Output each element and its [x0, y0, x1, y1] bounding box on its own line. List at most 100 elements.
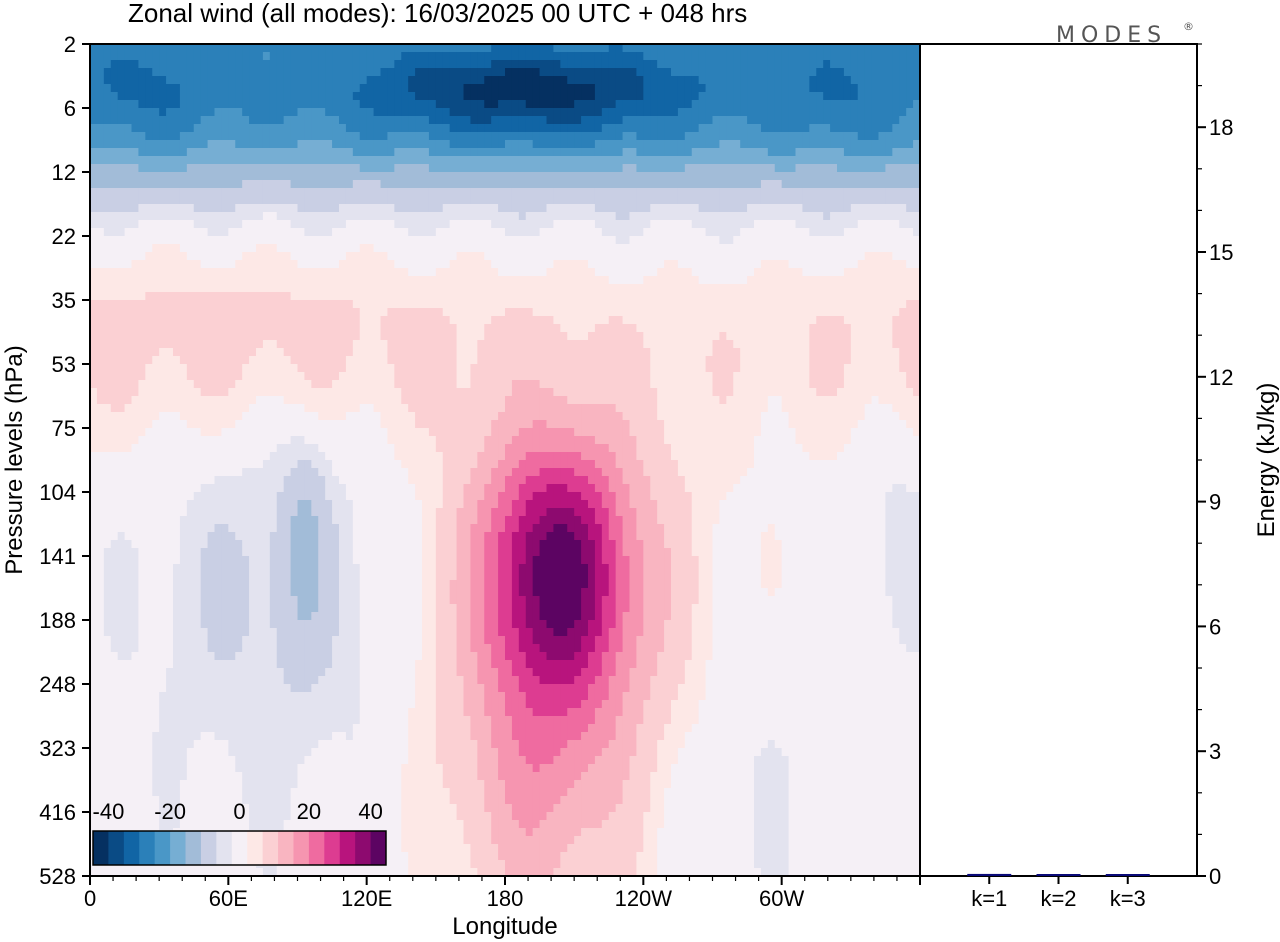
field-cell — [96, 156, 105, 165]
field-cell — [698, 172, 707, 181]
field-cell — [864, 260, 873, 269]
field-cell — [539, 364, 548, 373]
field-cell — [124, 92, 133, 101]
field-cell — [774, 364, 783, 373]
field-cell — [456, 228, 465, 237]
field-cell — [622, 316, 631, 325]
field-cell — [525, 348, 534, 357]
field-cell — [601, 52, 610, 61]
field-cell — [588, 292, 596, 301]
field-cell — [311, 68, 319, 77]
field-cell — [816, 76, 824, 85]
field-cell — [657, 244, 665, 253]
field-cell — [505, 196, 513, 205]
field-cell — [913, 76, 920, 85]
field-cell — [823, 348, 831, 357]
field-cell — [484, 108, 492, 117]
field-cell — [664, 236, 672, 245]
field-cell — [671, 332, 679, 341]
field-cell — [96, 244, 105, 253]
field-cell — [415, 324, 423, 333]
field-cell — [262, 68, 271, 77]
field-cell — [636, 324, 644, 333]
field-cell — [152, 140, 160, 149]
field-cell — [712, 276, 721, 285]
field-cell — [131, 220, 140, 229]
field-cell — [193, 84, 202, 93]
field-cell — [449, 92, 458, 101]
field-cell — [650, 292, 658, 301]
field-cell — [629, 60, 638, 69]
field-cell — [339, 292, 347, 301]
field-cell — [311, 60, 319, 69]
field-cell — [906, 116, 914, 125]
field-cell — [608, 196, 617, 205]
field-cell — [456, 76, 465, 85]
field-cell — [470, 276, 478, 285]
field-cell — [871, 76, 880, 85]
field-cell — [823, 236, 831, 245]
field-cell — [698, 84, 707, 93]
field-cell — [657, 284, 665, 293]
field-cell — [339, 372, 347, 381]
field-cell — [214, 172, 223, 181]
field-cell — [442, 68, 451, 77]
field-cell — [760, 84, 769, 93]
field-cell — [207, 236, 216, 245]
field-cell — [608, 332, 617, 341]
field-cell — [629, 100, 638, 109]
field-cell — [325, 52, 333, 61]
field-cell — [200, 348, 209, 357]
field-cell — [788, 276, 797, 285]
field-cell — [691, 324, 700, 333]
field-cell — [643, 180, 651, 189]
field-cell — [408, 188, 416, 197]
field-cell — [802, 76, 810, 85]
field-cell — [276, 140, 285, 149]
field-cell — [913, 196, 920, 205]
field-cell — [332, 44, 340, 53]
field-cell — [892, 244, 900, 253]
field-cell — [850, 156, 859, 165]
field-cell — [387, 132, 395, 141]
field-cell — [795, 156, 804, 165]
field-cell — [677, 148, 686, 157]
field-cell — [290, 292, 299, 301]
field-cell — [110, 52, 119, 61]
field-cell — [366, 92, 375, 101]
field-cell — [913, 164, 920, 173]
field-cell — [601, 340, 610, 349]
field-cell — [145, 252, 153, 261]
field-cell — [629, 236, 638, 245]
field-cell — [207, 220, 216, 229]
field-cell — [505, 356, 513, 365]
field-cell — [892, 332, 900, 341]
field-cell — [297, 52, 306, 61]
field-cell — [830, 84, 838, 93]
field-cell — [103, 372, 112, 381]
field-cell — [166, 164, 174, 173]
field-cell — [588, 172, 596, 181]
field-cell — [802, 180, 810, 189]
field-cell — [830, 228, 838, 237]
field-cell — [435, 140, 444, 149]
field-cell — [339, 164, 347, 173]
field-cell — [138, 236, 146, 245]
field-cell — [767, 124, 776, 133]
field-cell — [677, 252, 686, 261]
field-cell — [159, 60, 167, 69]
field-cell — [505, 268, 513, 277]
field-cell — [754, 204, 762, 213]
field-cell — [864, 276, 873, 285]
field-cell — [290, 148, 299, 157]
field-cell — [152, 84, 160, 93]
field-cell — [124, 180, 133, 189]
field-cell — [719, 164, 727, 173]
field-cell — [553, 76, 561, 85]
field-cell — [311, 308, 319, 317]
field-cell — [636, 124, 644, 133]
field-cell — [850, 44, 859, 53]
field-cell — [574, 340, 582, 349]
field-cell — [864, 196, 873, 205]
field-cell — [643, 236, 651, 245]
